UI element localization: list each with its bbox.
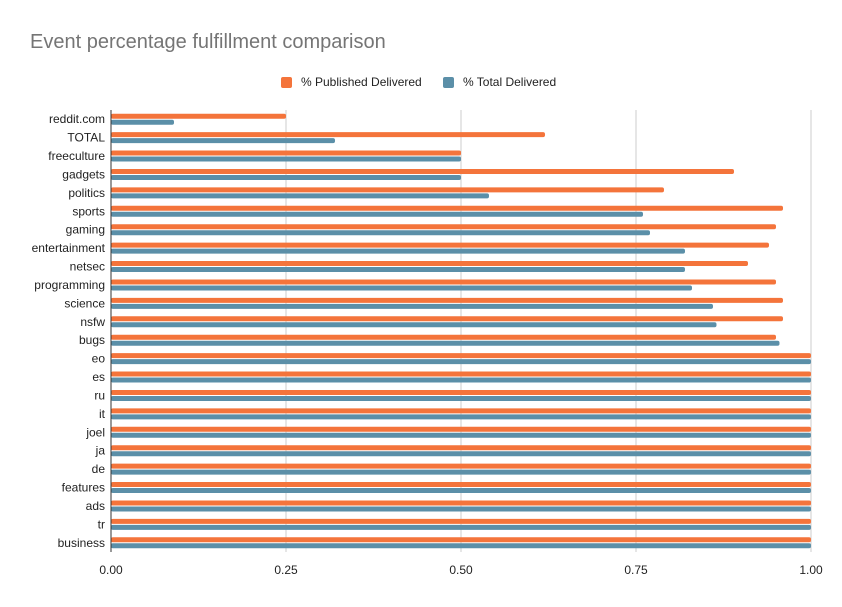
x-tick-label: 0.25 xyxy=(274,563,298,577)
bar-published-delivered xyxy=(111,224,776,230)
bar-total-delivered xyxy=(111,193,489,199)
category-label: entertainment xyxy=(32,241,106,255)
category-label: ads xyxy=(86,499,105,513)
bar-total-delivered xyxy=(111,248,685,254)
bar-total-delivered xyxy=(111,119,174,125)
category-label: gadgets xyxy=(62,167,105,181)
bar-total-delivered xyxy=(111,488,811,494)
category-label: business xyxy=(58,536,105,550)
bar-total-delivered xyxy=(111,377,811,383)
category-label: de xyxy=(92,462,106,476)
gridlines xyxy=(285,110,812,552)
bar-published-delivered xyxy=(111,371,811,377)
category-label: eo xyxy=(92,352,106,366)
bar-published-delivered xyxy=(111,132,545,138)
bar-published-delivered xyxy=(111,537,811,543)
bar-published-delivered xyxy=(111,261,748,267)
bar-published-delivered xyxy=(111,408,811,414)
category-label: bugs xyxy=(79,333,105,347)
category-label: ru xyxy=(94,388,105,402)
bar-published-delivered xyxy=(111,113,286,119)
category-label: reddit.com xyxy=(49,112,105,126)
category-label: freeculture xyxy=(48,149,105,163)
bar-published-delivered xyxy=(111,187,664,193)
bar-published-delivered xyxy=(111,150,461,156)
legend-swatch-published xyxy=(281,76,292,88)
bar-published-delivered xyxy=(111,482,811,488)
bar-published-delivered xyxy=(111,297,783,303)
category-labels: reddit.com TOTAL freeculture gadgets politic… xyxy=(32,112,106,550)
bar-total-delivered xyxy=(111,359,811,365)
category-label: sports xyxy=(72,204,105,218)
category-label: ja xyxy=(95,444,106,458)
bar-total-delivered xyxy=(111,322,717,328)
bar-total-delivered xyxy=(111,156,461,162)
tick-labels: 0.00 0.25 0.50 0.75 1.00 xyxy=(99,563,823,577)
bar-published-delivered xyxy=(111,445,811,451)
category-label: es xyxy=(92,370,105,384)
bar-published-delivered xyxy=(111,463,811,469)
bar-published-delivered xyxy=(111,242,769,248)
bar-total-delivered xyxy=(111,285,692,291)
category-label: netsec xyxy=(70,260,105,274)
category-label: TOTAL xyxy=(67,131,105,145)
category-label: science xyxy=(64,296,105,310)
bar-published-delivered xyxy=(111,334,776,340)
legend-item-total[interactable]: % Total Delivered xyxy=(443,74,556,90)
bar-total-delivered xyxy=(111,451,811,457)
x-tick-label: 1.00 xyxy=(799,563,823,577)
bar-total-delivered xyxy=(111,267,685,273)
x-tick-label: 0.50 xyxy=(449,563,473,577)
bar-total-delivered xyxy=(111,543,811,549)
bar-published-delivered xyxy=(111,316,783,322)
bar-published-delivered xyxy=(111,500,811,506)
x-tick-label: 0.00 xyxy=(99,563,123,577)
bar-published-delivered xyxy=(111,168,734,174)
bar-total-delivered xyxy=(111,432,811,438)
category-label: joel xyxy=(85,425,105,439)
bar-total-delivered xyxy=(111,230,650,236)
bar-total-delivered xyxy=(111,174,461,180)
category-label: gaming xyxy=(66,223,105,237)
category-label: programming xyxy=(34,278,105,292)
bar-total-delivered xyxy=(111,506,811,512)
bar-published-delivered xyxy=(111,426,811,432)
category-label: politics xyxy=(68,186,105,200)
legend: % Published Delivered % Total Delivered xyxy=(0,74,842,90)
legend-item-published[interactable]: % Published Delivered xyxy=(281,74,422,90)
bars xyxy=(111,113,811,549)
bar-total-delivered xyxy=(111,469,811,475)
bar-total-delivered xyxy=(111,340,780,346)
bar-published-delivered xyxy=(111,353,811,359)
bar-total-delivered xyxy=(111,303,713,309)
chart-title: Event percentage fulfillment comparison xyxy=(30,31,386,53)
bar-published-delivered xyxy=(111,518,811,524)
x-tick-label: 0.75 xyxy=(624,563,648,577)
category-label: nsfw xyxy=(80,315,105,329)
legend-swatch-total xyxy=(443,76,454,88)
legend-label-total: % Total Delivered xyxy=(463,75,557,89)
bar-total-delivered xyxy=(111,211,643,217)
category-label: tr xyxy=(98,517,105,531)
bar-total-delivered xyxy=(111,395,811,401)
bar-published-delivered xyxy=(111,279,776,285)
bar-published-delivered xyxy=(111,205,783,211)
bar-total-delivered xyxy=(111,138,335,144)
bar-total-delivered xyxy=(111,414,811,420)
category-label: it xyxy=(99,407,106,421)
legend-label-published: % Published Delivered xyxy=(301,75,422,89)
bar-total-delivered xyxy=(111,524,811,530)
category-label: features xyxy=(62,481,105,495)
bar-published-delivered xyxy=(111,389,811,395)
